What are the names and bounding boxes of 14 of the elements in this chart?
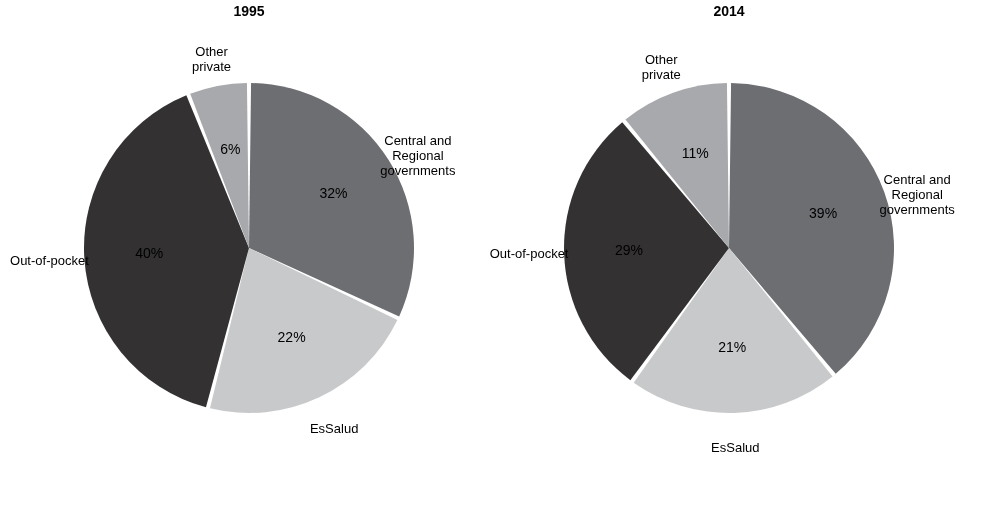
slice-label: EsSalud: [309, 420, 359, 436]
data-label: 6%: [220, 140, 241, 157]
data-label: 39%: [809, 205, 838, 222]
slice-label: EsSalud: [711, 439, 760, 455]
chart-title: 2014: [713, 3, 745, 19]
data-label: 32%: [319, 185, 348, 202]
data-label: 22%: [277, 329, 306, 346]
slice-label: Other private: [641, 51, 681, 82]
data-label: 11%: [681, 144, 709, 161]
pie-slice: [190, 83, 249, 248]
chart-title: 1995: [233, 3, 265, 19]
slice-label: Other private: [192, 43, 232, 74]
pie-slice: [209, 248, 398, 413]
data-label: 21%: [718, 338, 747, 355]
